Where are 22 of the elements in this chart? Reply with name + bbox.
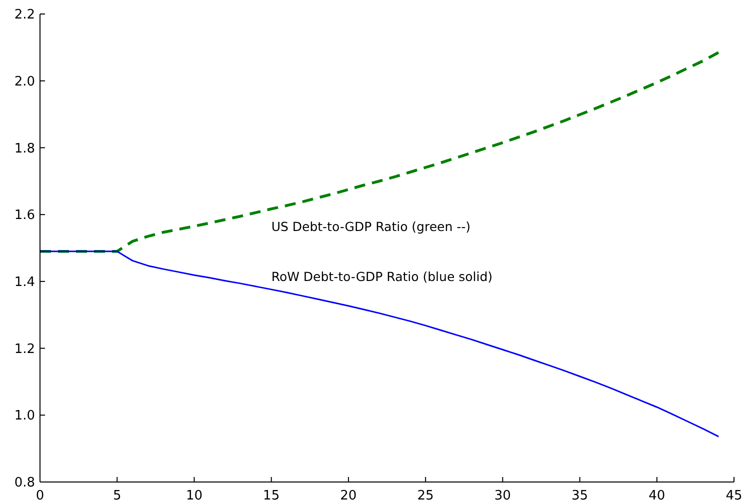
x-tick-label: 20 [340,488,357,503]
x-tick-label: 5 [112,488,122,503]
y-tick-label: 0.8 [14,476,35,491]
y-tick-label: 2.2 [14,8,35,23]
line-series [38,51,720,253]
y-tick-label: 1.8 [14,141,35,156]
x-tick-label: 35 [572,488,588,503]
y-tick-label: 2.0 [14,74,35,90]
x-tick-label: 45 [726,488,742,503]
x-tick-label: 25 [417,488,434,503]
annotation: RoW Debt-to-GDP Ratio (blue solid) [271,268,493,284]
annotation: US Debt-to-GDP Ratio (green --) [271,219,471,234]
x-tick-label: 10 [186,488,202,503]
y-tick-label: 1.4 [14,274,35,290]
y-tick-label: 1.0 [14,408,35,424]
x-tick-label: 40 [648,488,666,503]
x-tick-label: 0 [36,488,44,503]
y-tick-label: 1.6 [14,208,35,224]
line-series [39,250,720,438]
x-tick-label: 30 [494,488,511,503]
x-tick-label: 15 [263,488,280,503]
y-tick-label: 1.2 [14,342,35,357]
